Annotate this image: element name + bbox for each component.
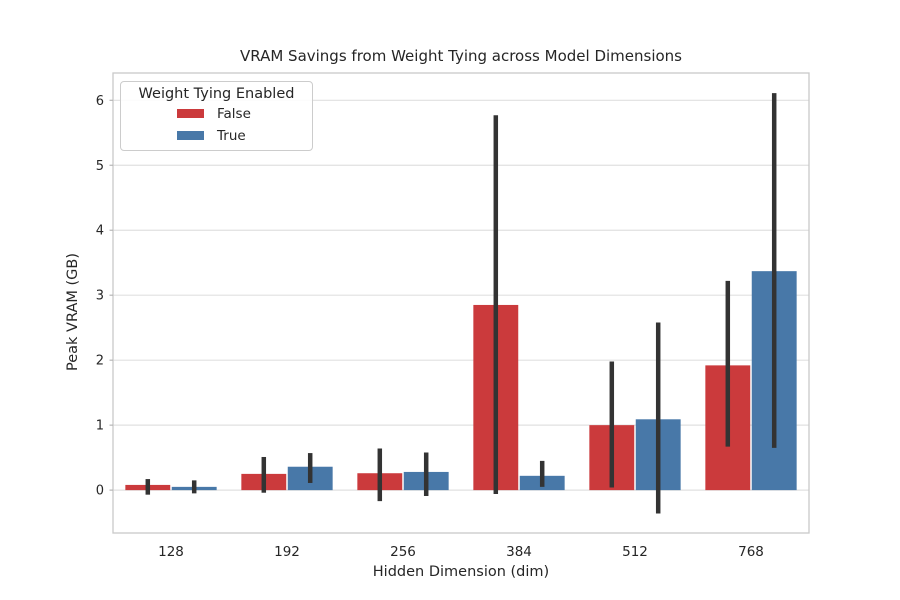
legend-swatch-true-icon [177, 131, 204, 140]
legend-label-true: True [217, 127, 246, 144]
x-axis-label: Hidden Dimension (dim) [372, 564, 550, 580]
legend: Weight Tying Enabled False True [120, 81, 313, 151]
legend-title: Weight Tying Enabled [138, 86, 295, 102]
ytick-label-6: 6 [96, 94, 104, 109]
y-axis-label: Peak VRAM (GB) [65, 253, 81, 371]
xtick-label-128: 128 [158, 544, 184, 560]
legend-label-false: False [217, 105, 251, 122]
chart-title: VRAM Savings from Weight Tying across Mo… [240, 47, 682, 65]
xtick-label-512: 512 [622, 544, 648, 560]
ytick-label-0: 0 [96, 484, 104, 499]
xtick-label-384: 384 [506, 544, 532, 560]
xtick-label-192: 192 [274, 544, 300, 560]
axes-frame [112, 72, 810, 534]
legend-entry-false: False [121, 103, 312, 124]
xtick-label-768: 768 [738, 544, 764, 560]
ytick-label-4: 4 [96, 224, 104, 239]
ytick-label-1: 1 [96, 419, 104, 434]
ytick-label-5: 5 [96, 159, 104, 174]
ytick-label-3: 3 [96, 289, 104, 304]
legend-entry-true: True [121, 125, 312, 146]
xtick-label-256: 256 [390, 544, 416, 560]
legend-swatch-false-icon [177, 109, 204, 118]
ytick-label-2: 2 [96, 354, 104, 369]
